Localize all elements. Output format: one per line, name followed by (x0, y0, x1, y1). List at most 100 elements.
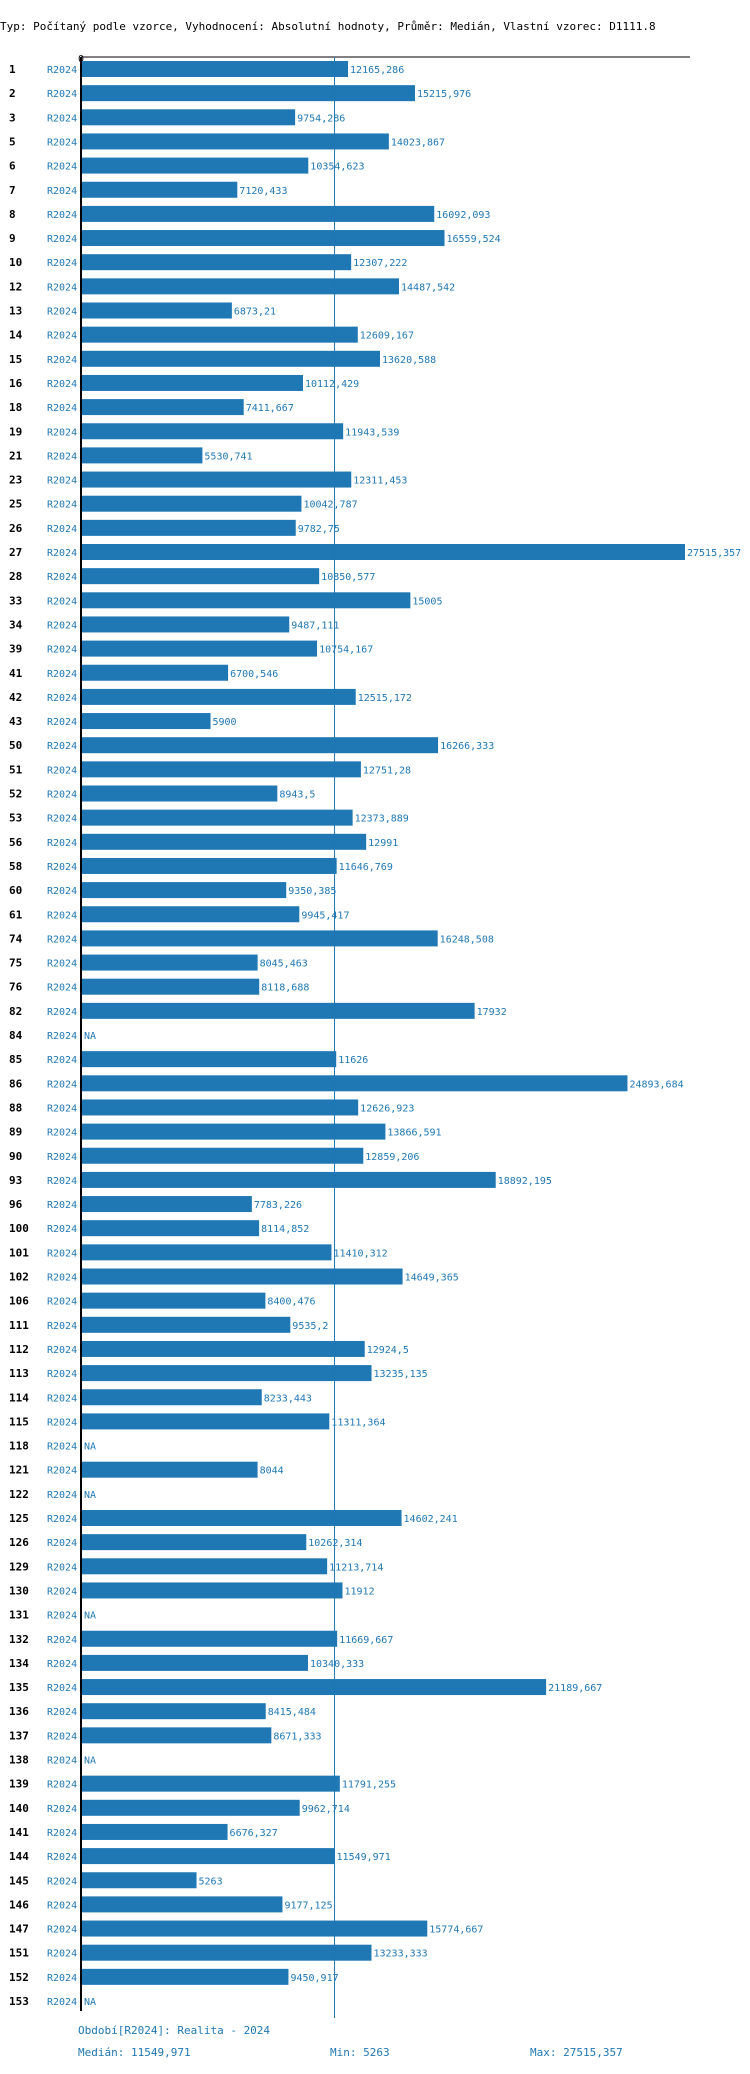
data-label: 8118,688 (261, 983, 309, 994)
bar (81, 809, 353, 826)
category-label: 140 (9, 1802, 29, 1815)
data-label: 24893,684 (629, 1079, 683, 1090)
bar (81, 1703, 266, 1720)
category-label: 8 (9, 208, 16, 221)
bar (81, 688, 356, 705)
series-label: R2024 (47, 1345, 77, 1356)
data-label: 9487,111 (291, 620, 339, 631)
category-label: 151 (9, 1947, 29, 1960)
category-label: 1 (9, 63, 16, 76)
bar (81, 1896, 283, 1913)
data-label: 14023,867 (391, 137, 445, 148)
data-label: 11943,539 (345, 427, 399, 438)
category-label: 134 (9, 1657, 29, 1670)
category-label: 153 (9, 1995, 29, 2008)
series-label: R2024 (47, 1224, 77, 1235)
data-label: 12626,923 (360, 1103, 414, 1114)
category-label: 27 (9, 546, 22, 559)
category-label: 89 (9, 1126, 22, 1139)
bar (81, 1679, 547, 1696)
bar (81, 1413, 330, 1430)
category-label: 121 (9, 1464, 29, 1477)
bar (81, 930, 438, 947)
category-label: 16 (9, 377, 23, 390)
bar (81, 181, 238, 198)
bar (81, 1534, 307, 1551)
bar (81, 423, 344, 440)
category-label: 113 (9, 1367, 29, 1380)
data-label: 10850,577 (321, 572, 375, 583)
data-label: 9945,417 (301, 910, 349, 921)
series-label: R2024 (47, 596, 77, 607)
data-label: 11311,364 (331, 1417, 385, 1428)
data-label: 13235,135 (374, 1369, 428, 1380)
category-label: 112 (9, 1343, 29, 1356)
bar (81, 1558, 328, 1575)
series-label: R2024 (47, 693, 77, 704)
bar (81, 374, 303, 391)
series-label: R2024 (47, 790, 77, 801)
series-label: R2024 (47, 983, 77, 994)
bar (81, 640, 318, 657)
bar (81, 1461, 258, 1478)
series-label: R2024 (47, 838, 77, 849)
series-label: R2024 (47, 1079, 77, 1090)
data-label: 15774,667 (429, 1925, 483, 1936)
series-label: R2024 (47, 1586, 77, 1597)
series-label: R2024 (47, 307, 77, 318)
data-label: 16248,508 (440, 934, 494, 945)
bar (81, 61, 349, 77)
category-label: 42 (9, 691, 22, 704)
footer-period: Období[R2024]: Realita - 2024 (78, 2024, 271, 2037)
series-label: R2024 (47, 258, 77, 269)
data-label: 21189,667 (548, 1683, 602, 1694)
series-label: R2024 (47, 765, 77, 776)
data-label: 12859,206 (365, 1152, 419, 1163)
bar (81, 1051, 337, 1068)
category-label: 33 (9, 594, 22, 607)
series-label: R2024 (47, 1393, 77, 1404)
data-label: 13620,588 (382, 355, 436, 366)
data-label: 6873,21 (234, 307, 276, 318)
data-label: 10340,333 (310, 1659, 364, 1670)
series-label: R2024 (47, 451, 77, 462)
data-label: 9535,2 (292, 1321, 328, 1332)
series-label: R2024 (47, 1562, 77, 1573)
bar (81, 1365, 372, 1382)
bar (81, 1799, 300, 1816)
data-label: 13866,591 (387, 1128, 441, 1139)
category-label: 86 (9, 1077, 23, 1090)
bar (81, 1582, 343, 1599)
data-label: 8415,484 (268, 1707, 316, 1718)
series-label: R2024 (47, 1007, 77, 1018)
category-label: 125 (9, 1512, 29, 1525)
na-label: NA (84, 1756, 96, 1767)
bar (81, 1727, 272, 1744)
bar (81, 761, 361, 778)
bar (81, 278, 400, 295)
category-label: 21 (9, 449, 23, 462)
data-label: 9177,125 (284, 1900, 332, 1911)
data-label: 14649,365 (405, 1273, 459, 1284)
category-label: 122 (9, 1488, 29, 1501)
bar (81, 302, 232, 319)
series-label: R2024 (47, 1031, 77, 1042)
category-label: 74 (9, 932, 23, 945)
data-label: 9782,75 (298, 524, 340, 535)
data-label: 11626 (338, 1055, 368, 1066)
data-label: 7120,433 (239, 186, 287, 197)
series-label: R2024 (47, 1828, 77, 1839)
bar (81, 1123, 386, 1140)
category-label: 58 (9, 860, 22, 873)
category-label: 93 (9, 1174, 22, 1187)
series-label: R2024 (47, 379, 77, 390)
category-label: 7 (9, 184, 16, 197)
category-label: 118 (9, 1440, 29, 1453)
category-label: 115 (9, 1415, 29, 1428)
series-label: R2024 (47, 1852, 77, 1863)
bar (81, 471, 352, 488)
category-label: 39 (9, 643, 22, 656)
series-label: R2024 (47, 1900, 77, 1911)
series-label: R2024 (47, 331, 77, 342)
footer-median: Medián: 11549,971 (78, 2046, 191, 2059)
